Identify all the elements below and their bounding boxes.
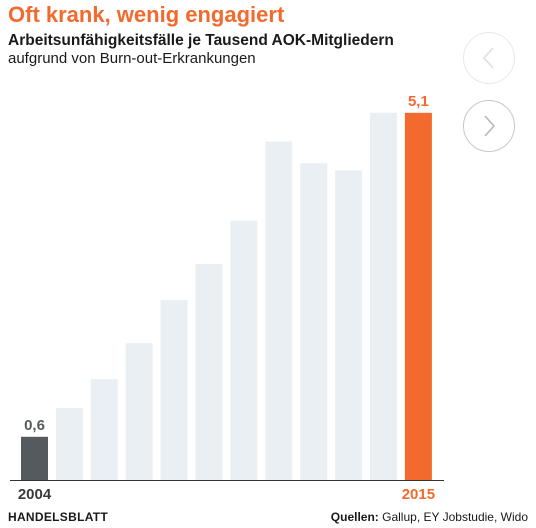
chart-subtitle: Arbeitsunfähigkeitsfälle je Tausend AOK-…	[8, 32, 394, 49]
chevron-right-icon	[484, 115, 496, 137]
x-tick-label: 2015	[402, 486, 435, 503]
bar-2011	[265, 141, 293, 480]
value-label: 0,6	[24, 417, 45, 434]
previous-button[interactable]	[463, 32, 515, 84]
bar-2009	[195, 264, 223, 480]
bar-2010	[230, 220, 258, 481]
sources-text: Gallup, EY Jobstudie, Wido	[378, 510, 528, 524]
chart-subtitle-secondary: aufgrund von Burn-out-Erkrankungen	[8, 50, 256, 67]
sources-label: Quellen:	[330, 510, 379, 524]
bar-2013	[335, 170, 363, 480]
chart-title: Oft krank, wenig engagiert	[8, 2, 285, 27]
x-tick-label: 2004	[18, 486, 52, 503]
brand-label: HANDELSBLATT	[8, 510, 109, 524]
bar-2015	[404, 112, 432, 481]
bar-2007	[125, 343, 153, 480]
bar-2008	[160, 300, 188, 480]
bar-2006	[90, 379, 118, 480]
bar-2004	[21, 436, 48, 480]
bar-2014	[370, 112, 397, 481]
sources-note: Quellen: Gallup, EY Jobstudie, Wido	[331, 510, 528, 524]
bar-2005	[55, 408, 83, 480]
chevron-left-icon	[482, 47, 494, 69]
value-label: 5,1	[408, 93, 429, 110]
next-button[interactable]	[463, 100, 515, 152]
bar-2012	[300, 163, 328, 480]
